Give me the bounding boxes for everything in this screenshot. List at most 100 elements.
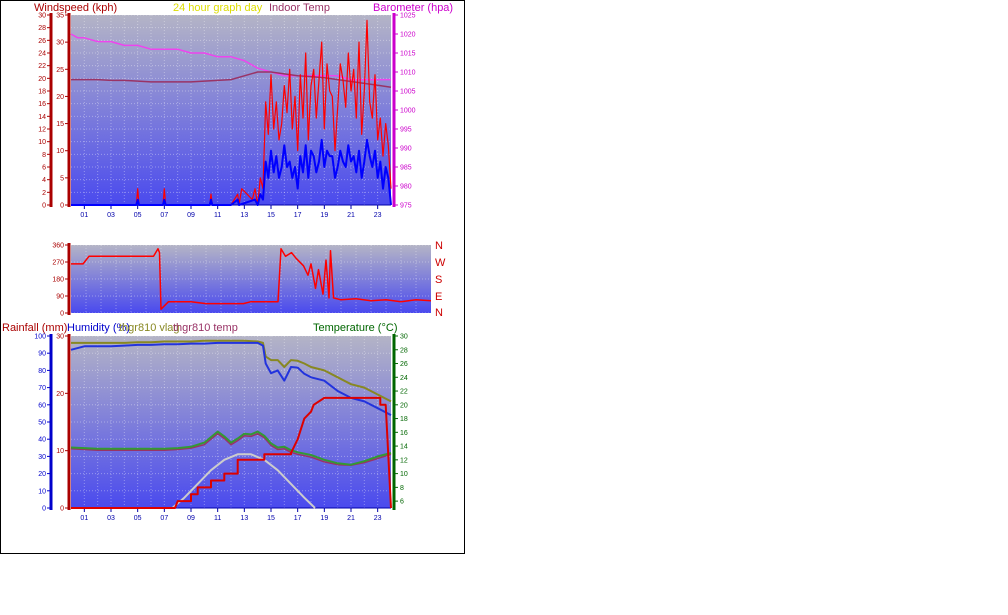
- series-lines: [70, 19, 432, 509]
- wind-alt-axis-tick-label: 16: [38, 101, 46, 108]
- wind-alt-axis-tick-label: 10: [38, 139, 46, 146]
- barometer-axis-title: Barometer (hpa): [373, 2, 453, 14]
- wind-alt-axis-tick-label: 12: [38, 127, 46, 134]
- direction-axis-tick-label: 180: [52, 277, 64, 284]
- rainfall-axis-tick-label: 30: [56, 334, 64, 341]
- wind-alt-axis-tick-label: 24: [38, 51, 46, 58]
- wind-alt-axis-tick-label: 4: [42, 177, 46, 184]
- graph-title: 24 hour graph day: [173, 2, 263, 14]
- humidity-axis-tick-label: 10: [38, 488, 46, 495]
- direction-axis-tick-label: 360: [52, 243, 64, 250]
- temperature-axis-tick-label: 24: [400, 375, 408, 382]
- compass-n-top: N: [435, 240, 443, 252]
- humidity-axis-tick-label: 0: [42, 506, 46, 513]
- wind-kph-axis-tick-label: 10: [56, 148, 64, 155]
- top-x-axis-tick-label: 03: [107, 212, 115, 219]
- thgr-temp-line: [70, 432, 392, 467]
- wind-kph-axis-tick-label: 15: [56, 121, 64, 128]
- wind-alt-axis-tick-label: 18: [38, 89, 46, 96]
- compass-e: E: [435, 291, 442, 303]
- bottom-x-axis-tick-label: 07: [160, 515, 168, 522]
- wind-kph-axis-tick-label: 30: [56, 40, 64, 47]
- bottom-x-axis-tick-label: 03: [107, 515, 115, 522]
- bottom-x-axis-tick-label: 15: [267, 515, 275, 522]
- bottom-x-axis-tick-label: 17: [294, 515, 302, 522]
- top-x-axis-tick-label: 01: [80, 212, 88, 219]
- rainfall-axis-tick-label: 0: [60, 506, 64, 513]
- humidity-axis-title: Humidity (%): [67, 322, 130, 334]
- barometer-line: [70, 33, 391, 81]
- direction-axis-tick-label: 90: [56, 294, 64, 301]
- vlag-label: thgr810 vlag: [119, 322, 180, 334]
- barometer-axis-tick-label: 990: [400, 146, 412, 153]
- top-x-axis-tick-label: 07: [160, 212, 168, 219]
- wind-alt-axis-tick-label: 0: [42, 203, 46, 210]
- wind-kph-axis-tick-label: 25: [56, 67, 64, 74]
- wind-alt-axis-tick-label: 14: [38, 114, 46, 121]
- compass-w: W: [435, 257, 446, 269]
- barometer-axis-tick-label: 980: [400, 184, 412, 191]
- barometer-axis-tick-label: 985: [400, 165, 412, 172]
- vlag-line: [71, 339, 392, 403]
- humidity-axis-tick-label: 100: [34, 334, 46, 341]
- humidity-axis-tick-label: 80: [38, 368, 46, 375]
- rainfall-line: [71, 396, 392, 509]
- temperature-axis-tick-label: 8: [400, 485, 404, 492]
- wind-kph-axis-tick-label: 35: [56, 13, 64, 20]
- temperature-axis-tick-label: 18: [400, 416, 408, 423]
- top-x-axis-tick-label: 19: [320, 212, 328, 219]
- temperature-axis-tick-label: 12: [400, 457, 408, 464]
- temperature-axis-tick-label: 20: [400, 402, 408, 409]
- wind-alt-axis-tick-label: 6: [42, 165, 46, 172]
- bottom-x-axis-tick-label: 01: [80, 515, 88, 522]
- solar-line: [171, 453, 316, 509]
- barometer-axis-tick-label: 1020: [400, 32, 416, 39]
- top-x-axis-tick-label: 09: [187, 212, 195, 219]
- barometer-axis-tick-label: 1015: [400, 51, 416, 58]
- barometer-axis-tick-label: 975: [400, 203, 412, 210]
- temperature-axis-tick-label: 30: [400, 334, 408, 341]
- temperature-axis-tick-label: 10: [400, 471, 408, 478]
- barometer-axis-tick-label: 995: [400, 127, 412, 134]
- top-x-axis-tick-label: 13: [240, 212, 248, 219]
- rain-temp-plot-area: [71, 336, 391, 508]
- wind-kph-axis-tick-label: 5: [60, 175, 64, 182]
- temperature-axis-tick-label: 28: [400, 347, 408, 354]
- temperature-axis-tick-label: 26: [400, 361, 408, 368]
- direction-axis-tick-label: 270: [52, 260, 64, 267]
- temperature-line: [70, 430, 392, 466]
- humidity-axis-tick-label: 70: [38, 385, 46, 392]
- humidity-line: [70, 341, 392, 416]
- wind-alt-axis-tick-label: 2: [42, 190, 46, 197]
- compass-n-bottom: N: [435, 307, 443, 319]
- barometer-axis-tick-label: 1010: [400, 70, 416, 77]
- wind-alt-axis-tick-label: 28: [38, 25, 46, 32]
- windspeed-axis-title: Windspeed (kph): [34, 2, 117, 14]
- chart-frame: Windspeed (kph) 24 hour graph day Indoor…: [0, 0, 465, 554]
- rainfall-axis-tick-label: 10: [56, 448, 64, 455]
- bottom-x-axis-tick-label: 23: [374, 515, 382, 522]
- wind-kph-axis-tick-label: 0: [60, 203, 64, 210]
- temperature-axis-tick-label: 6: [400, 499, 404, 506]
- compass-s: S: [435, 274, 442, 286]
- bottom-x-axis-tick-label: 19: [320, 515, 328, 522]
- humidity-axis-tick-label: 60: [38, 402, 46, 409]
- top-x-axis-tick-label: 23: [374, 212, 382, 219]
- bottom-x-axis-tick-label: 21: [347, 515, 355, 522]
- wind-alt-axis-tick-label: 30: [38, 13, 46, 20]
- humidity-axis-tick-label: 30: [38, 454, 46, 461]
- top-x-axis-tick-label: 11: [214, 212, 221, 219]
- humidity-axis-tick-label: 50: [38, 420, 46, 427]
- wind-alt-axis-tick-label: 20: [38, 76, 46, 83]
- indoor-temp-label: Indoor Temp: [269, 2, 330, 14]
- wind-alt-axis-tick-label: 26: [38, 38, 46, 45]
- humidity-axis-tick-label: 40: [38, 437, 46, 444]
- bottom-x-axis-tick-label: 09: [187, 515, 195, 522]
- wind-avg-line: [71, 138, 392, 206]
- temperature-axis-tick-label: 22: [400, 389, 408, 396]
- barometer-axis-tick-label: 1025: [400, 13, 416, 20]
- thgr-temp-label: thgr810 temp: [173, 322, 238, 334]
- barometer-axis-tick-label: 1005: [400, 89, 416, 96]
- wind-kph-axis-tick-label: 20: [56, 94, 64, 101]
- compass-labels: N W S E N: [435, 240, 446, 319]
